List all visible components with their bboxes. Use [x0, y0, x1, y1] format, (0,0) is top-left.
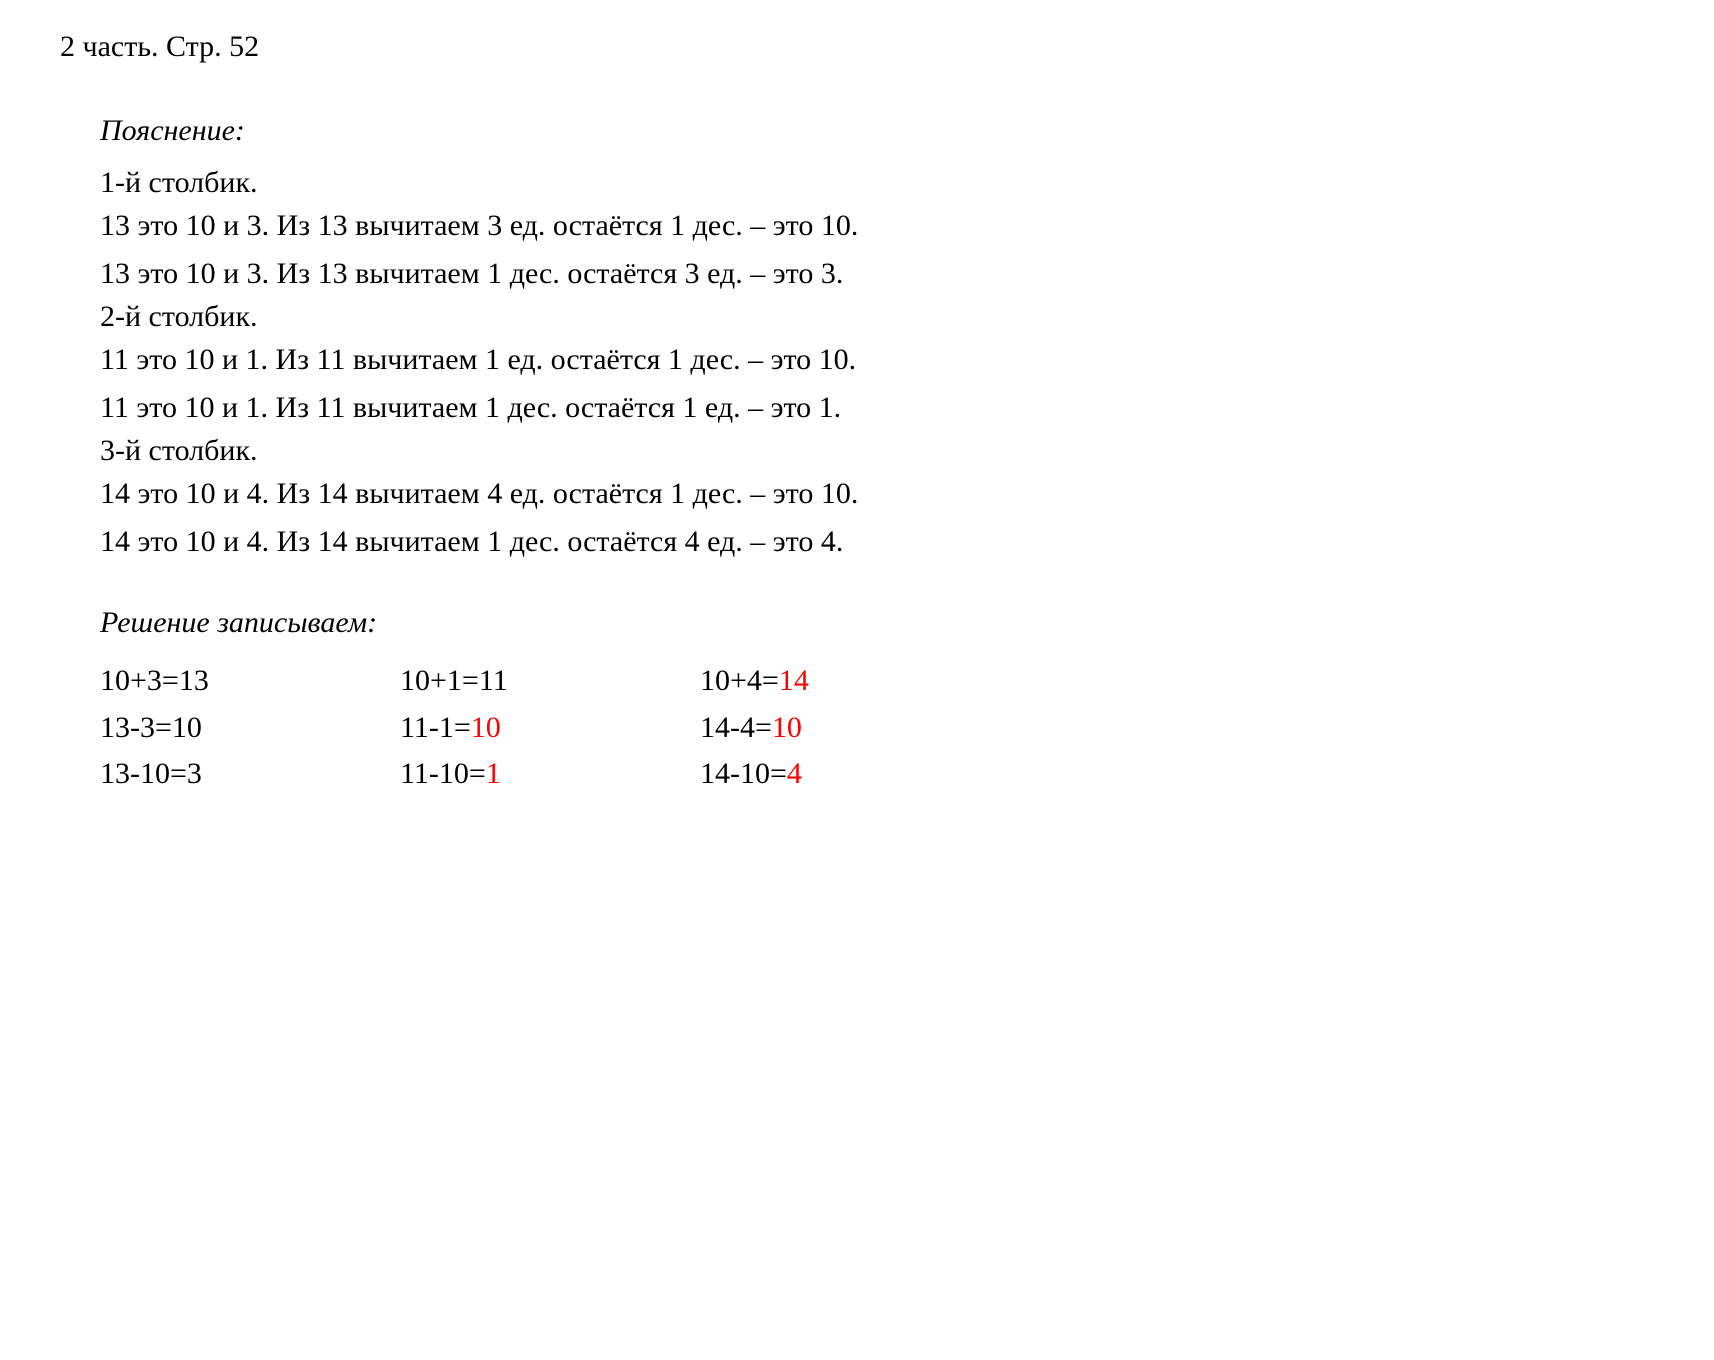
- equation-rhs: 10: [772, 711, 802, 744]
- solution-block: Решение записываем: 10+3=13 10+1=11 10+4…: [100, 606, 1654, 798]
- equation-rhs: 10: [172, 711, 202, 744]
- equation: 10+3=13: [100, 658, 280, 705]
- equation-rhs: 14: [779, 664, 809, 697]
- column-header-1: 1-й столбик.: [100, 166, 1654, 200]
- explanation-line: 13 это 10 и 3. Из 13 вычитаем 1 дес. ост…: [100, 250, 1654, 298]
- equations-row-1: 10+3=13 10+1=11 10+4=14: [100, 658, 1654, 705]
- equation: 14-4=10: [700, 705, 880, 752]
- equation-lhs: 14-10=: [700, 757, 787, 790]
- explanation-line: 14 это 10 и 4. Из 14 вычитаем 4 ед. оста…: [100, 470, 1654, 518]
- equation-lhs: 13-10=: [100, 757, 187, 790]
- equation-rhs: 13: [179, 664, 209, 697]
- equation-lhs: 14-4=: [700, 711, 772, 744]
- explanation-line: 13 это 10 и 3. Из 13 вычитаем 3 ед. оста…: [100, 202, 1654, 250]
- equations-row-2: 13-3=10 11-1=10 14-4=10: [100, 705, 1654, 752]
- column-header-3: 3-й столбик.: [100, 434, 1654, 468]
- equation: 10+1=11: [400, 658, 580, 705]
- equation: 10+4=14: [700, 658, 880, 705]
- equation-lhs: 11-10=: [400, 757, 486, 790]
- content-block: Пояснение: 1-й столбик. 13 это 10 и 3. И…: [100, 114, 1654, 798]
- column-header-2: 2-й столбик.: [100, 300, 1654, 334]
- equation-lhs: 10+4=: [700, 664, 779, 697]
- explanation-block: Пояснение: 1-й столбик. 13 это 10 и 3. И…: [100, 114, 1654, 566]
- equation-rhs: 1: [486, 757, 501, 790]
- solution-title: Решение записываем:: [100, 606, 1654, 640]
- equations-row-3: 13-10=3 11-10=1 14-10=4: [100, 751, 1654, 798]
- page-header: 2 часть. Стр. 52: [60, 30, 1654, 64]
- explanation-line: 14 это 10 и 4. Из 14 вычитаем 1 дес. ост…: [100, 518, 1654, 566]
- equation: 14-10=4: [700, 751, 880, 798]
- equation-lhs: 10+1=: [400, 664, 479, 697]
- equation-rhs: 11: [479, 664, 508, 697]
- explanation-line: 11 это 10 и 1. Из 11 вычитаем 1 дес. ост…: [100, 384, 1654, 432]
- equation-lhs: 13-3=: [100, 711, 172, 744]
- equation: 11-1=10: [400, 705, 580, 752]
- equation: 11-10=1: [400, 751, 580, 798]
- equation-lhs: 11-1=: [400, 711, 471, 744]
- equation-rhs: 3: [187, 757, 202, 790]
- equation: 13-3=10: [100, 705, 280, 752]
- explanation-line: 11 это 10 и 1. Из 11 вычитаем 1 ед. оста…: [100, 336, 1654, 384]
- equation-rhs: 4: [787, 757, 802, 790]
- equation-lhs: 10+3=: [100, 664, 179, 697]
- equation-rhs: 10: [471, 711, 501, 744]
- explanation-title: Пояснение:: [100, 114, 1654, 148]
- equation: 13-10=3: [100, 751, 280, 798]
